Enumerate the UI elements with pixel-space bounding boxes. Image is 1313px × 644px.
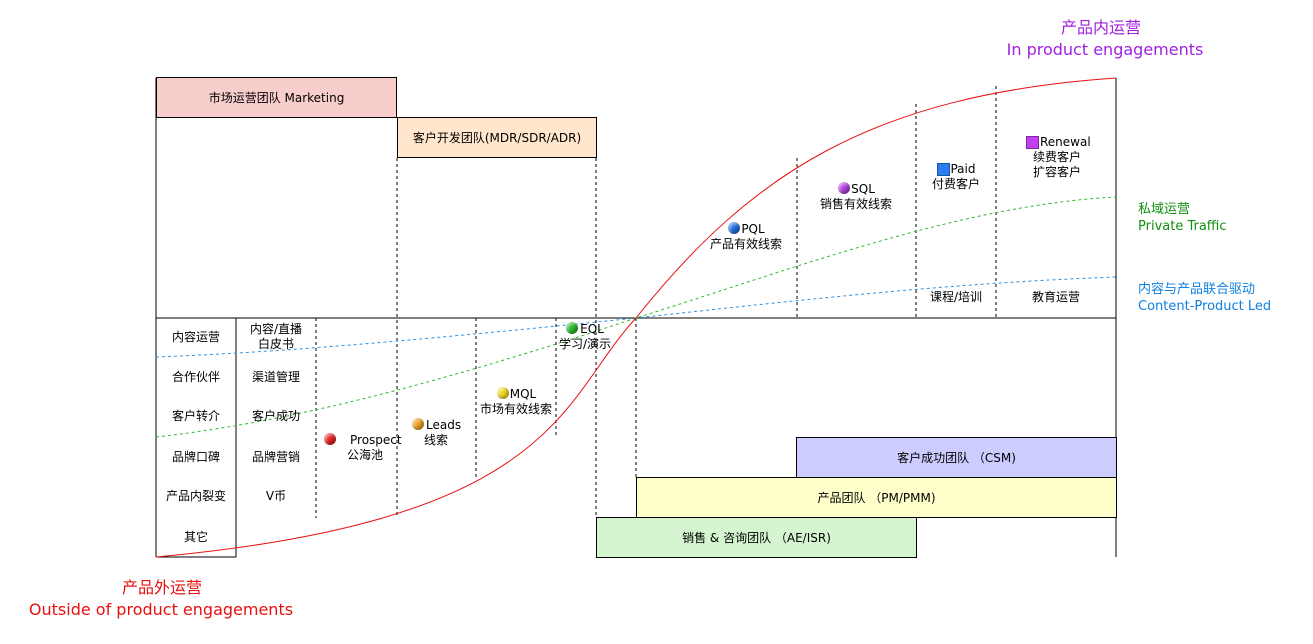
sales-team-label: 销售 & 咨询团队 （AE/ISR)	[682, 531, 831, 545]
eql-label: EQL 学习/演示	[558, 322, 612, 351]
csm-team-band: 客户成功团队 （CSM)	[796, 437, 1117, 478]
paid-marker-icon	[937, 163, 950, 176]
leads-label: Leads 线索	[423, 418, 462, 447]
out-product-title-en: Outside of product engagements	[28, 600, 294, 619]
product-team-label: 产品团队 （PM/PMM)	[817, 491, 936, 505]
csm-team-label: 客户成功团队 （CSM)	[897, 451, 1016, 465]
prospect-label: Prospect 公海池	[346, 433, 402, 462]
private-traffic-curve	[155, 196, 1117, 438]
product-team-band: 产品团队 （PM/PMM)	[636, 477, 1117, 518]
grid-cell: 品牌口碑	[171, 450, 220, 464]
private-traffic-label-en: Private Traffic	[1138, 219, 1227, 234]
content-led-label-cn: 内容与产品联合驱动	[1138, 282, 1256, 297]
content-led-label-en: Content-Product Led	[1138, 299, 1272, 314]
pql-marker-icon	[728, 222, 740, 234]
grid-cell: 内容/直播 白皮书	[249, 322, 303, 351]
grid-cell: 品牌营销	[251, 450, 300, 464]
sql-label: SQL 销售有效线索	[819, 182, 892, 211]
eql-marker-icon	[566, 322, 578, 334]
grid-cell: 渠道管理	[251, 370, 300, 384]
grid-cell: 客户转介	[171, 409, 220, 423]
mql-label: MQL 市场有效线索	[479, 387, 552, 416]
grid-cell: 其它	[183, 530, 208, 544]
renewal-label: Renewal 续费客户 扩容客户	[1032, 135, 1091, 179]
education-ops-cell: 教育运营	[1031, 290, 1080, 304]
sales-team-band: 销售 & 咨询团队 （AE/ISR)	[596, 517, 917, 558]
paid-label: Paid 付费客户	[931, 162, 980, 191]
prospect-marker-icon	[324, 433, 336, 445]
lifecycle-s-curve	[155, 77, 1117, 558]
in-product-title-cn: 产品内运营	[1060, 18, 1141, 37]
private-traffic-label-cn: 私域运营	[1138, 202, 1191, 217]
grid-cell: V币	[265, 489, 287, 503]
dashed-dividers	[315, 86, 997, 518]
marketing-team-band: 市场运营团队 Marketing	[156, 77, 397, 118]
grid-cell: 内容运营	[171, 330, 220, 344]
bizdev-team-label: 客户开发团队(MDR/SDR/ADR)	[412, 131, 582, 145]
grid-cell: 产品内裂变	[165, 489, 226, 503]
bizdev-team-band: 客户开发团队(MDR/SDR/ADR)	[397, 117, 597, 158]
grid-cell: 客户成功	[251, 409, 300, 423]
pql-label: PQL 产品有效线索	[709, 222, 782, 251]
out-product-title-cn: 产品外运营	[121, 578, 202, 597]
sql-marker-icon	[838, 182, 850, 194]
renewal-marker-icon	[1026, 136, 1039, 149]
mql-marker-icon	[497, 387, 509, 399]
course-training-cell: 课程/培训	[929, 290, 983, 304]
marketing-team-label: 市场运营团队 Marketing	[208, 91, 345, 105]
leads-marker-icon	[412, 418, 424, 430]
grid-cell: 合作伙伴	[171, 370, 220, 384]
in-product-title-en: In product engagements	[1006, 40, 1204, 59]
